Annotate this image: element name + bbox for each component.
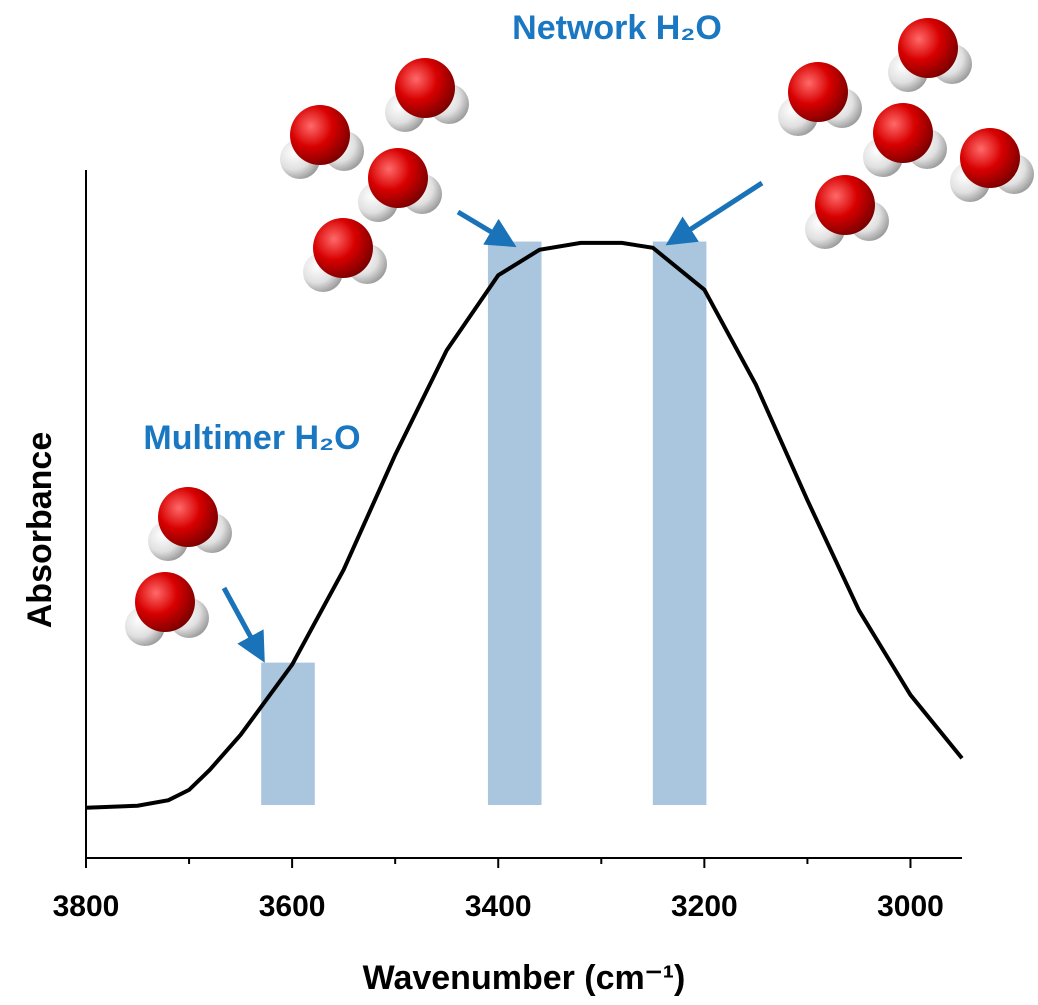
x-tick-label: 3400 xyxy=(465,890,532,923)
x-tick-label: 3000 xyxy=(877,890,944,923)
water-molecule xyxy=(358,148,442,222)
band xyxy=(261,663,315,805)
arrow xyxy=(458,212,508,242)
x-tick-label: 3800 xyxy=(53,890,120,923)
y-axis-label: Absorbance xyxy=(21,432,59,629)
band xyxy=(488,242,542,805)
water-molecule xyxy=(385,58,469,132)
water-molecule xyxy=(863,103,947,177)
bands xyxy=(261,242,706,805)
chart: 3800 3600 3400 3200 3000 Network H₂O Multime… xyxy=(0,0,1038,1005)
water-molecule xyxy=(778,62,862,136)
water-molecule xyxy=(888,18,972,92)
annotation: Multimer H₂O xyxy=(143,419,360,457)
molecules xyxy=(125,18,1034,646)
water-molecule xyxy=(303,218,387,292)
water-molecule xyxy=(125,572,209,646)
annotation: Network H₂O xyxy=(512,9,722,47)
x-tick-label: 3200 xyxy=(671,890,738,923)
x-axis-label: Wavenumber (cm⁻¹) xyxy=(363,959,686,997)
x-tick-label: 3600 xyxy=(259,890,326,923)
water-molecule xyxy=(280,105,364,179)
water-molecule xyxy=(950,128,1034,202)
band xyxy=(653,242,707,805)
arrow xyxy=(224,588,260,654)
water-molecule xyxy=(805,175,889,249)
water-molecule xyxy=(148,487,232,561)
arrow xyxy=(674,183,762,240)
